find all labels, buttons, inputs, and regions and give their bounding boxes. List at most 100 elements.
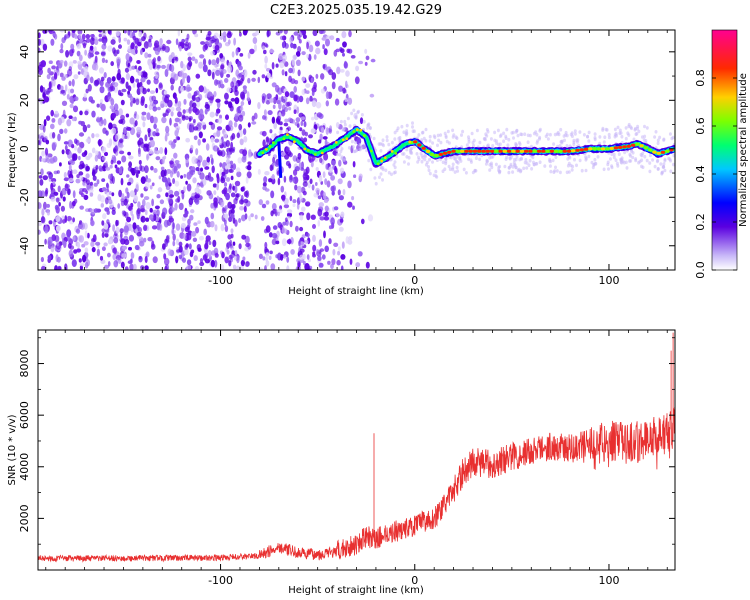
ridge-core [583, 147, 589, 151]
noise-speck [229, 160, 234, 165]
noise-speck [153, 213, 157, 221]
noise-speck [311, 184, 315, 191]
noise-speck [224, 78, 229, 83]
noise-speck [239, 78, 244, 84]
halo-speck [350, 111, 354, 116]
noise-speck [161, 43, 166, 52]
noise-speck [230, 97, 236, 102]
noise-speck [202, 160, 207, 167]
noise-speck [216, 173, 220, 179]
halo-speck [587, 139, 591, 143]
noise-speck [175, 38, 179, 46]
noise-speck [261, 203, 267, 209]
ridge-core [532, 149, 537, 153]
ridge-sparkle [286, 133, 289, 137]
halo-speck [573, 132, 577, 136]
noise-speck [123, 225, 129, 233]
noise-speck [335, 212, 340, 218]
noise-speck [90, 37, 95, 45]
noise-speck [321, 37, 327, 41]
halo-speck [366, 126, 369, 130]
noise-speck [141, 111, 147, 116]
noise-speck [299, 195, 303, 202]
noise-speck [203, 228, 207, 236]
noise-speck [107, 261, 111, 267]
halo-speck [362, 119, 366, 124]
noise-speck [340, 69, 345, 73]
noise-speck [347, 239, 353, 245]
noise-speck [174, 190, 180, 197]
halo-speck [402, 130, 406, 134]
halo-speck [444, 157, 448, 161]
noise-speck [139, 81, 143, 88]
noise-speck [295, 225, 299, 232]
noise-speck [284, 118, 289, 123]
noise-speck [38, 175, 43, 179]
noise-speck [169, 194, 174, 198]
halo-speck [648, 169, 652, 174]
halo-speck [448, 167, 452, 172]
noise-speck [163, 155, 167, 160]
ridge-core [665, 149, 670, 153]
halo-speck [636, 126, 639, 131]
noise-speck [324, 211, 329, 217]
noise-speck [96, 248, 100, 257]
noise-speck [178, 202, 184, 211]
noise-speck [239, 138, 244, 146]
noise-speck [213, 197, 218, 204]
noise-speck [296, 106, 300, 114]
noise-speck [148, 214, 154, 221]
noise-speck [284, 217, 288, 223]
noise-speck [95, 241, 101, 246]
noise-speck [99, 86, 105, 94]
halo-speck [548, 164, 552, 168]
noise-speck [78, 155, 81, 161]
halo-speck [413, 144, 416, 149]
noise-speck [109, 164, 113, 169]
noise-speck [269, 250, 273, 255]
noise-speck [261, 95, 265, 104]
noise-speck [309, 178, 313, 185]
noise-speck [215, 69, 221, 76]
noise-speck [127, 85, 132, 92]
noise-speck [88, 48, 94, 55]
ridge-sparkle [408, 140, 412, 144]
noise-speck [338, 195, 344, 201]
noise-speck [196, 100, 201, 108]
noise-speck [358, 173, 363, 180]
noise-speck [76, 174, 80, 179]
noise-speck [345, 70, 350, 77]
noise-speck [57, 133, 61, 142]
noise-speck [101, 246, 106, 251]
noise-speck [133, 195, 138, 203]
noise-speck [150, 165, 154, 171]
noise-speck [304, 201, 311, 207]
noise-speck [147, 88, 150, 93]
noise-speck [284, 91, 290, 98]
noise-speck [300, 167, 305, 171]
noise-speck [177, 136, 181, 141]
ridge-sparkle [272, 141, 275, 145]
halo-speck [470, 131, 474, 136]
halo-speck [351, 145, 355, 149]
halo-speck [504, 157, 508, 161]
noise-speck [205, 143, 210, 151]
noise-speck [258, 199, 263, 206]
noise-speck [301, 129, 306, 136]
top-y-tick-label: 20 [18, 93, 31, 107]
noise-speck [168, 196, 173, 205]
halo-speck [447, 141, 451, 145]
ridge-core [459, 149, 465, 153]
noise-speck [155, 74, 159, 79]
noise-speck [172, 222, 175, 230]
noise-speck [93, 182, 98, 187]
noise-speck [286, 265, 290, 270]
noise-speck [281, 41, 286, 49]
halo-speck [494, 162, 498, 167]
noise-speck [310, 161, 314, 168]
noise-speck [106, 191, 110, 197]
noise-speck [248, 149, 252, 157]
noise-speck [166, 177, 171, 185]
noise-speck [235, 48, 239, 56]
noise-speck [110, 39, 116, 45]
